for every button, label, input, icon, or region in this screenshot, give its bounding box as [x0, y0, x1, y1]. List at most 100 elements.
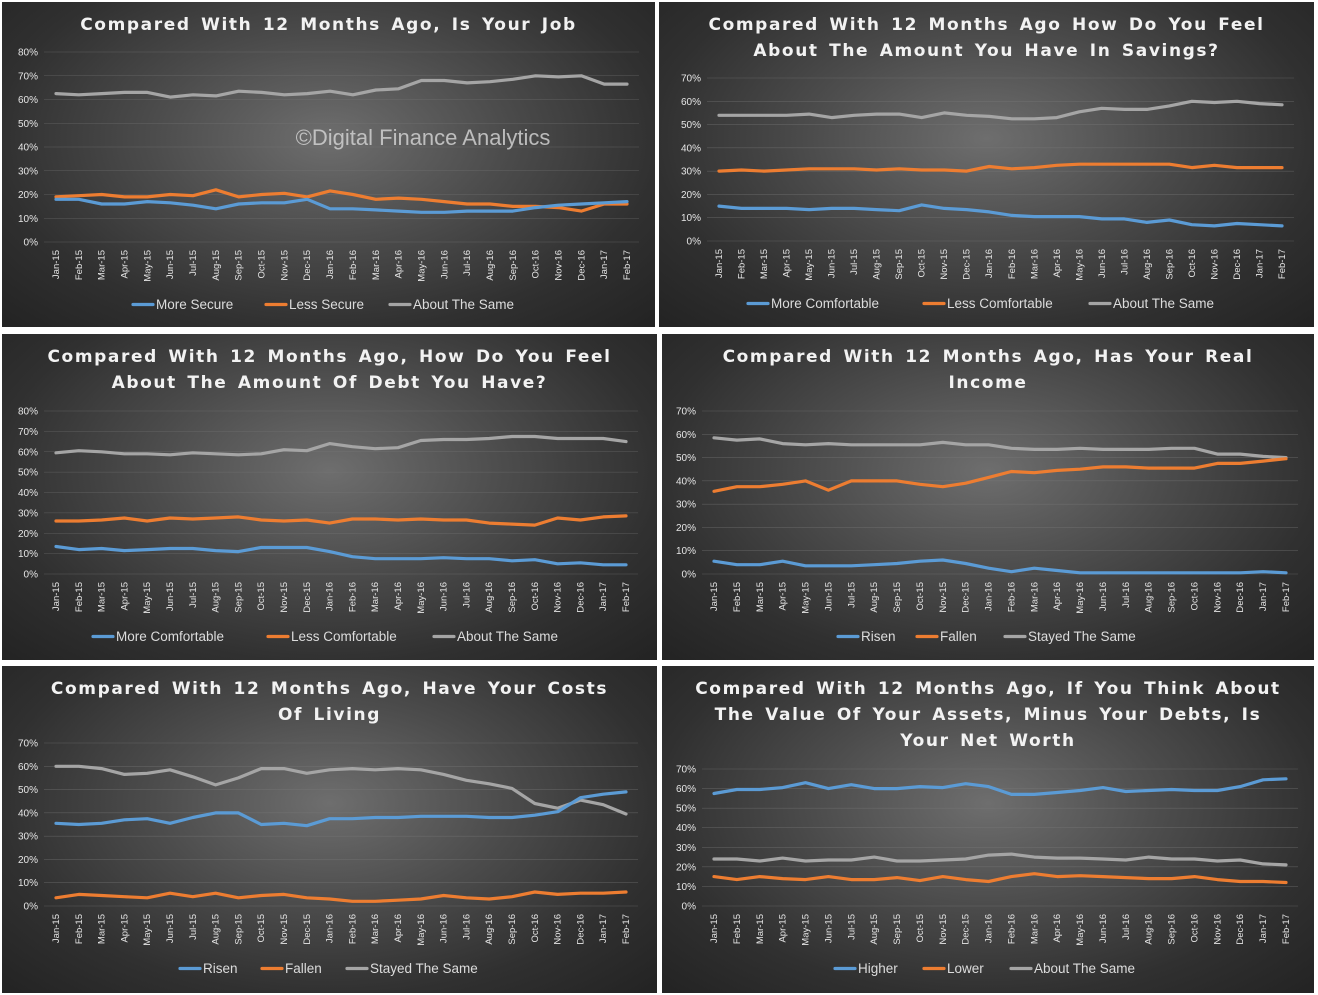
- chart-costs-of-living: Compared With 12 Months Ago, Have Your C…: [2, 666, 657, 993]
- x-tick-label: Aug-15: [869, 582, 880, 613]
- x-tick-label: Nov-16: [553, 250, 564, 281]
- y-tick-label: 0%: [682, 570, 697, 581]
- x-tick-label: Jan-17: [1258, 914, 1269, 943]
- series-line-stayed-the-same: [54, 764, 628, 816]
- y-tick-label: 0%: [24, 902, 39, 913]
- y-tick-label: 70%: [681, 74, 701, 85]
- x-tick-label: Sep-16: [508, 250, 519, 281]
- x-tick-label: Dec-15: [962, 249, 973, 280]
- y-tick-label: 50%: [676, 804, 696, 815]
- y-tick-label: 20%: [18, 190, 38, 201]
- y-tick-label: 30%: [18, 508, 38, 519]
- legend-label-more-secure: More Secure: [156, 297, 233, 312]
- watermark: ©Digital Finance Analytics: [296, 125, 551, 150]
- series-line-lower: [712, 872, 1288, 885]
- x-tick-label: Jun-15: [827, 249, 838, 278]
- y-tick-label: 50%: [681, 120, 701, 131]
- x-tick-label: Jul-16: [1121, 914, 1132, 940]
- x-tick-label: Apr-16: [394, 250, 405, 279]
- x-tick-label: Apr-15: [119, 914, 130, 943]
- x-tick-label: Dec-16: [1232, 249, 1243, 280]
- x-tick-label: Oct-16: [530, 582, 541, 611]
- x-tick-label: Oct-15: [256, 582, 267, 611]
- x-tick-label: Aug-15: [211, 250, 222, 281]
- legend-label-risen: Risen: [861, 629, 896, 644]
- chart-debt-svg: Compared With 12 Months Ago, How Do You …: [18, 347, 638, 644]
- y-tick-label: 60%: [681, 97, 701, 108]
- x-tick-label: Apr-16: [1052, 582, 1063, 611]
- x-tick-label: May-16: [1075, 582, 1086, 614]
- y-tick-label: 0%: [24, 238, 39, 249]
- x-tick-label: Feb-16: [1006, 582, 1017, 612]
- x-tick-label: Apr-15: [119, 582, 130, 611]
- x-tick-label: Oct-15: [915, 582, 926, 611]
- y-tick-label: 40%: [18, 808, 38, 819]
- series-line-more-secure: [54, 197, 629, 214]
- x-tick-label: Aug-15: [211, 914, 222, 945]
- x-tick-label: Sep-16: [507, 582, 518, 613]
- legend-label-more-comfortable: More Comfortable: [116, 629, 224, 644]
- x-tick-label: Jan-16: [984, 582, 995, 611]
- x-tick-label: Jan-15: [51, 914, 62, 943]
- x-tick-label: Jul-15: [849, 249, 860, 275]
- x-tick-label: Jan-16: [984, 914, 995, 943]
- x-tick-label: Apr-16: [1052, 249, 1063, 278]
- x-tick-label: Mar-15: [97, 582, 108, 612]
- x-tick-label: Jun-15: [823, 914, 834, 943]
- x-tick-label: May-16: [1074, 249, 1085, 281]
- y-tick-label: 70%: [18, 71, 38, 82]
- legend-label-stayed-the-same: Stayed The Same: [1028, 629, 1136, 644]
- x-tick-label: Jul-16: [1119, 249, 1130, 275]
- chart-title-line: Income: [948, 373, 1027, 393]
- y-tick-label: 50%: [18, 785, 38, 796]
- x-tick-label: Jul-15: [188, 582, 199, 608]
- x-tick-label: May-15: [142, 914, 153, 946]
- y-tick-label: 40%: [18, 143, 38, 154]
- x-tick-label: Jun-16: [439, 582, 450, 611]
- x-tick-label: Jan-16: [325, 250, 336, 279]
- series-line-less-comfortable: [717, 162, 1284, 173]
- x-tick-label: Nov-16: [553, 582, 564, 613]
- x-tick-label: Apr-16: [393, 914, 404, 943]
- series-line-fallen: [712, 457, 1288, 493]
- x-tick-label: Nov-16: [1209, 249, 1220, 280]
- x-tick-label: Aug-16: [484, 914, 495, 945]
- x-tick-label: Jul-16: [1121, 582, 1132, 608]
- y-tick-label: 50%: [18, 468, 38, 479]
- y-tick-label: 10%: [18, 878, 38, 889]
- series-line-higher: [712, 777, 1288, 796]
- x-tick-label: Sep-16: [1167, 582, 1178, 613]
- x-tick-label: Jun-16: [1098, 914, 1109, 943]
- x-tick-label: Mar-15: [759, 249, 770, 279]
- y-tick-label: 30%: [18, 166, 38, 177]
- y-tick-label: 40%: [18, 488, 38, 499]
- x-tick-label: Aug-16: [484, 582, 495, 613]
- x-tick-label: Mar-16: [1029, 582, 1040, 612]
- x-tick-label: Aug-16: [1142, 249, 1153, 280]
- x-tick-label: Apr-15: [778, 914, 789, 943]
- x-tick-label: May-15: [804, 249, 815, 281]
- x-tick-label: Aug-15: [872, 249, 883, 280]
- x-tick-label: Feb-15: [737, 249, 748, 279]
- y-tick-label: 30%: [676, 500, 696, 511]
- y-tick-label: 0%: [687, 237, 702, 248]
- x-tick-label: Apr-15: [120, 250, 131, 279]
- x-tick-label: Mar-15: [755, 582, 766, 612]
- x-tick-label: Dec-15: [961, 914, 972, 945]
- x-tick-label: Dec-16: [575, 914, 586, 945]
- x-tick-label: Feb-17: [1281, 582, 1292, 612]
- x-tick-label: Feb-17: [1277, 249, 1288, 279]
- x-tick-label: Sep-15: [892, 914, 903, 945]
- y-tick-label: 70%: [676, 407, 696, 418]
- x-tick-label: Nov-16: [1212, 582, 1223, 613]
- y-tick-label: 30%: [681, 167, 701, 178]
- x-tick-label: Nov-15: [279, 582, 290, 613]
- x-tick-label: Mar-16: [370, 582, 381, 612]
- x-tick-label: Sep-15: [894, 249, 905, 280]
- x-tick-label: Oct-15: [257, 250, 268, 279]
- x-tick-label: Jun-16: [439, 250, 450, 279]
- series-line-fallen: [54, 890, 628, 903]
- x-tick-label: Sep-15: [233, 582, 244, 613]
- x-tick-label: Oct-16: [1189, 582, 1200, 611]
- legend-label-about-the-same: About The Same: [1034, 961, 1135, 976]
